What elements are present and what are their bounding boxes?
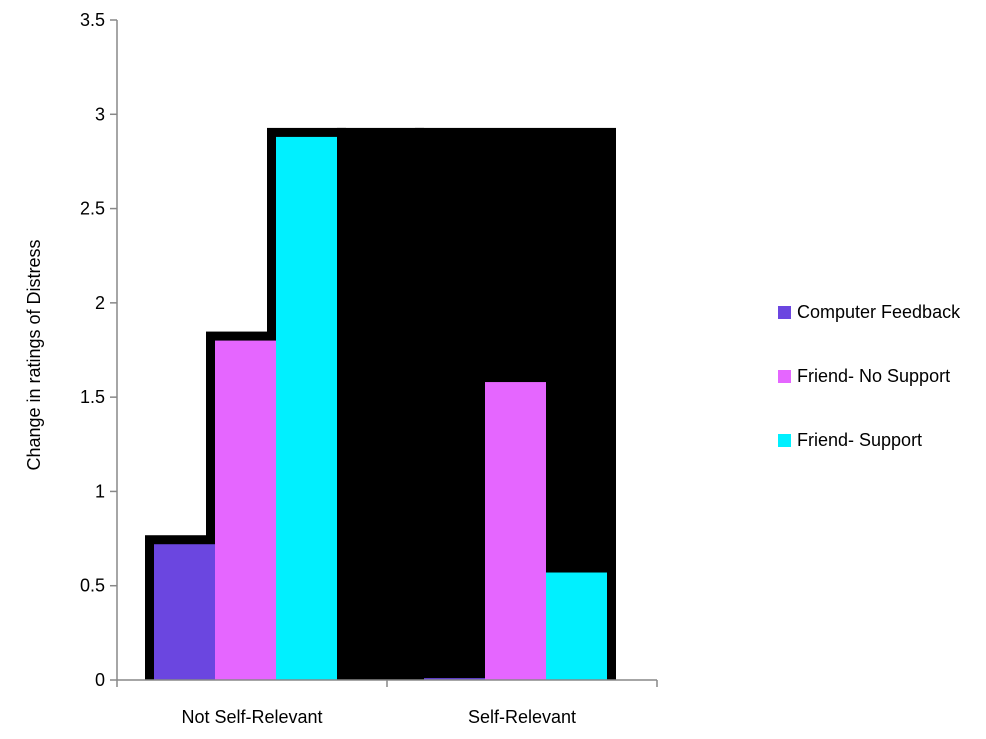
bar [154,544,215,680]
legend: Computer Feedback Friend- No Support Frien… [778,302,961,450]
legend-swatch [778,370,791,383]
legend-label: Computer Feedback [797,302,961,322]
y-tick-label: 2 [95,293,105,313]
bar [276,136,337,680]
bar [424,678,485,680]
bars [154,136,607,680]
legend-label: Friend- Support [797,430,922,450]
y-ticks: 0 0.5 1 1.5 2 2.5 3 3.5 [80,10,117,690]
bar [546,572,607,680]
y-tick-label: 0 [95,670,105,690]
bar [215,340,276,680]
y-tick-label: 2.5 [80,199,105,219]
legend-swatch [778,434,791,447]
bar [485,382,546,680]
x-category-label: Self-Relevant [468,707,576,727]
y-tick-label: 3.5 [80,10,105,30]
legend-swatch [778,306,791,319]
y-tick-label: 1.5 [80,387,105,407]
y-tick-label: 3 [95,104,105,124]
y-axis-label: Change in ratings of Distress [24,239,44,470]
y-tick-label: 0.5 [80,576,105,596]
bar-shadow-gap [337,127,424,680]
y-tick-label: 1 [95,481,105,501]
x-category-label: Not Self-Relevant [181,707,322,727]
x-ticks: Not Self-Relevant Self-Relevant [116,680,658,727]
legend-label: Friend- No Support [797,366,950,386]
